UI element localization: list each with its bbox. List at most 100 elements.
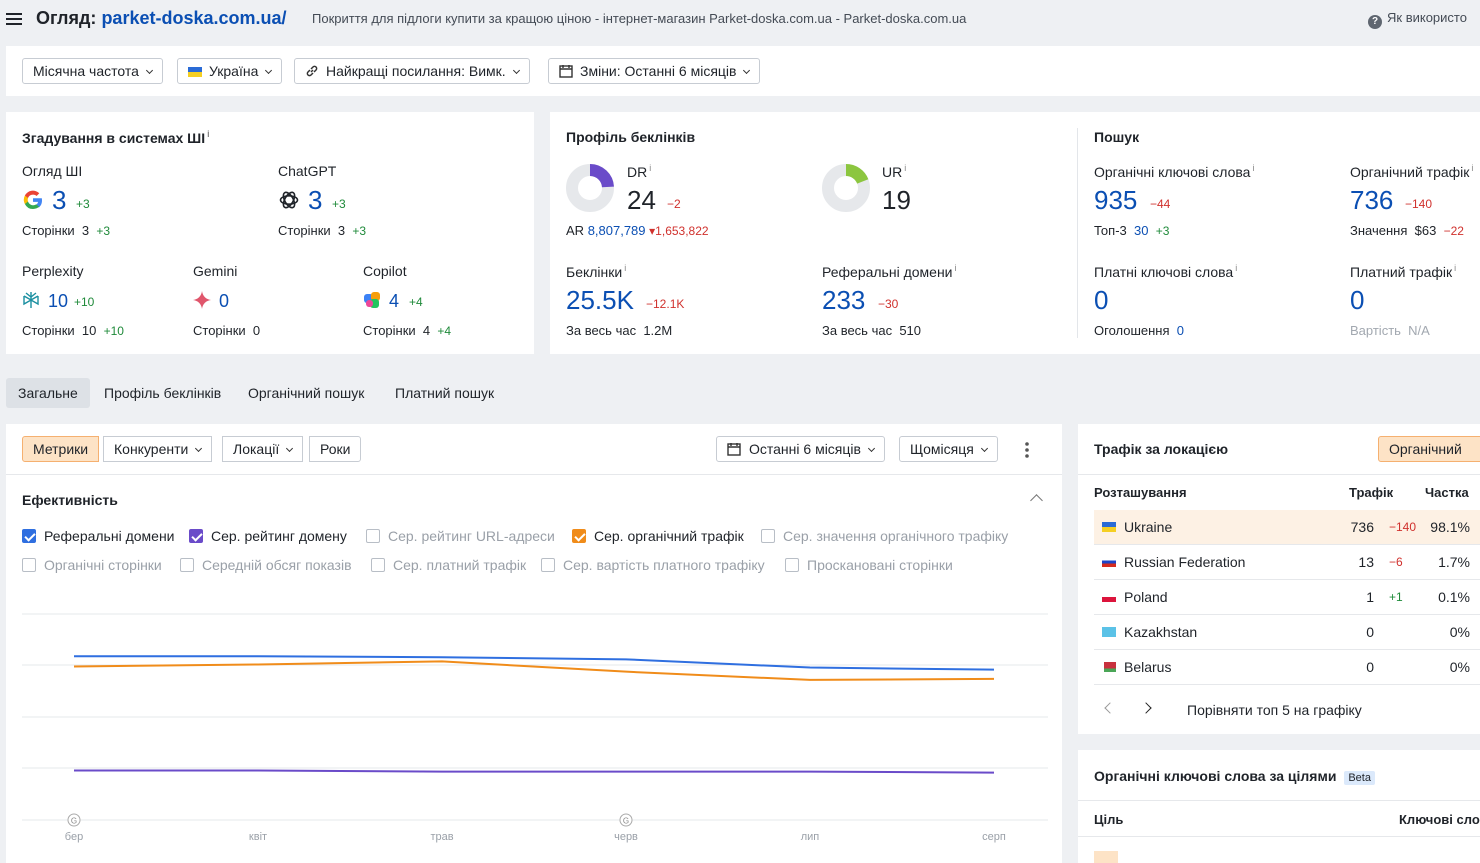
interval-dropdown[interactable]: Щомісяця — [899, 436, 998, 462]
paid-traffic-value[interactable]: 0 — [1350, 285, 1365, 315]
paid-keywords-value[interactable]: 0 — [1094, 285, 1109, 315]
metric-checkbox[interactable]: Реферальні домени — [22, 528, 175, 544]
tab-organic[interactable]: Органічний пошук — [248, 385, 365, 401]
checkbox-icon[interactable] — [22, 558, 36, 572]
ref-domains-delta: −30 — [878, 297, 899, 311]
segment-years[interactable]: Роки — [309, 436, 362, 462]
info-icon[interactable]: i — [1235, 263, 1238, 273]
x-tick-label: лип — [801, 831, 820, 843]
tab-backlinks[interactable]: Профіль беклінків — [104, 385, 222, 401]
series-line[interactable] — [73, 660, 995, 681]
metric-checkbox[interactable]: Сер. рейтинг URL-адреси — [366, 528, 555, 544]
segment-competitors[interactable]: Конкуренти — [103, 436, 213, 462]
overview-card — [550, 112, 1480, 354]
paid-keywords-label-text: Платні ключові слова — [1094, 264, 1234, 280]
info-icon[interactable]: i — [649, 163, 652, 173]
gemini-pages: Сторінки 0 — [193, 323, 260, 338]
frequency-dropdown[interactable]: Місячна частота — [22, 58, 163, 84]
best-links-label: Найкращі посилання: Вимк. — [326, 63, 506, 79]
location-row[interactable]: Ukraine 736 −140 98.1% — [1094, 510, 1480, 545]
checkbox-icon[interactable] — [541, 558, 555, 572]
series-line[interactable] — [74, 769, 995, 774]
changes-label: Зміни: Останні 6 місяців — [580, 63, 737, 79]
ar-value[interactable]: 8,807,789 — [587, 223, 646, 238]
metric-checkbox[interactable]: Сер. вартість платного трафіку — [541, 557, 765, 573]
pages-value: 0 — [252, 323, 261, 338]
location-traffic: 736 — [1350, 519, 1374, 535]
info-icon[interactable]: i — [1471, 163, 1474, 173]
chevron-down-icon — [145, 66, 153, 75]
calendar-icon — [559, 65, 573, 78]
info-icon[interactable]: i — [1454, 263, 1457, 273]
checkbox-icon[interactable] — [189, 529, 203, 543]
tab-paid[interactable]: Платний пошук — [395, 385, 495, 401]
checkbox-icon[interactable] — [785, 558, 799, 572]
period-dropdown[interactable]: Останні 6 місяців — [716, 436, 885, 462]
info-icon[interactable]: i — [1252, 163, 1255, 173]
metric-checkbox[interactable]: Проскановані сторінки — [785, 557, 953, 573]
location-row[interactable]: Kazakhstan 0 0% — [1094, 615, 1480, 650]
metric-checkbox[interactable]: Середній обсяг показів — [180, 557, 352, 573]
metric-checkbox[interactable]: Сер. значення органічного трафіку — [761, 528, 1008, 544]
x-tick-label: трав — [430, 831, 453, 843]
metric-checkbox[interactable]: Органічні сторінки — [22, 557, 162, 573]
best-links-dropdown[interactable]: Найкращі посилання: Вимк. — [294, 58, 530, 84]
info-icon[interactable]: i — [624, 263, 627, 273]
location-row[interactable]: Russian Federation 13 −6 1.7% — [1094, 545, 1480, 580]
copilot-icon — [364, 292, 380, 308]
ai-overview-value[interactable]: 3 — [52, 185, 67, 215]
checkbox-icon[interactable] — [761, 529, 775, 543]
location-row[interactable]: Poland 1 +1 0.1% — [1094, 580, 1480, 615]
metric-checkbox[interactable]: Сер. рейтинг домену — [189, 528, 347, 544]
info-icon[interactable]: i — [954, 263, 957, 273]
dr-label-text: DR — [627, 164, 648, 180]
perplexity-value[interactable]: 10 — [48, 291, 69, 311]
info-icon[interactable]: i — [207, 129, 210, 139]
more-options-icon[interactable] — [1024, 441, 1030, 459]
info-icon[interactable]: i — [904, 163, 907, 173]
ref-domains-value[interactable]: 233 — [822, 285, 866, 315]
chevron-down-icon — [512, 66, 520, 75]
ar-row: AR 8,807,789 ▾1,653,822 — [566, 223, 709, 238]
chevron-down-icon — [286, 444, 294, 453]
series-line[interactable] — [74, 655, 995, 671]
pages-value: 3 — [81, 223, 90, 238]
checkbox-icon[interactable] — [366, 529, 380, 543]
domain-link[interactable]: parket-doska.com.ua/ — [101, 8, 287, 28]
changes-dropdown[interactable]: Зміни: Останні 6 місяців — [548, 58, 761, 84]
copilot-value[interactable]: 4 — [389, 291, 400, 311]
location-traffic: 1 — [1366, 589, 1374, 605]
ads-value[interactable]: 0 — [1176, 323, 1184, 338]
menu-icon[interactable] — [6, 10, 22, 26]
dr-value: 24 — [627, 185, 656, 215]
compare-top5-link[interactable]: Порівняти топ 5 на графіку — [1187, 702, 1362, 718]
period-label: Останні 6 місяців — [749, 441, 861, 457]
checkbox-icon[interactable] — [22, 529, 36, 543]
google-update-icon[interactable]: G — [67, 813, 81, 827]
checkbox-icon[interactable] — [180, 558, 194, 572]
google-update-icon[interactable]: G — [619, 813, 633, 827]
divider — [1078, 800, 1480, 801]
organic-keywords-delta: −44 — [1150, 197, 1171, 211]
organic-toggle-button[interactable]: Органічний — [1378, 436, 1480, 462]
checkbox-icon[interactable] — [371, 558, 385, 572]
organic-keywords-value[interactable]: 935 — [1094, 185, 1138, 215]
chatgpt-value[interactable]: 3 — [308, 185, 323, 215]
segment-metrics[interactable]: Метрики — [22, 436, 100, 462]
segment-locations[interactable]: Локації — [222, 436, 304, 462]
top3-value[interactable]: 30 — [1134, 223, 1149, 238]
metric-checkbox[interactable]: Сер. органічний трафік — [572, 528, 744, 544]
tab-general[interactable]: Загальне — [6, 378, 90, 408]
ur-label: UR i — [882, 163, 906, 180]
col-keywords: Ключові сло — [1399, 812, 1480, 827]
x-tick-label: бер — [65, 831, 83, 843]
metric-checkbox[interactable]: Сер. платний трафік — [371, 557, 526, 573]
location-row[interactable]: Belarus 0 0% — [1094, 650, 1480, 685]
checkbox-icon[interactable] — [572, 529, 586, 543]
dr-delta: −2 — [667, 197, 681, 211]
backlinks-value[interactable]: 25.5K — [566, 285, 634, 315]
help-link[interactable]: ? Як використо — [1368, 10, 1467, 29]
gemini-value[interactable]: 0 — [219, 291, 230, 311]
organic-traffic-value[interactable]: 736 — [1350, 185, 1394, 215]
country-dropdown[interactable]: Україна — [177, 58, 283, 84]
